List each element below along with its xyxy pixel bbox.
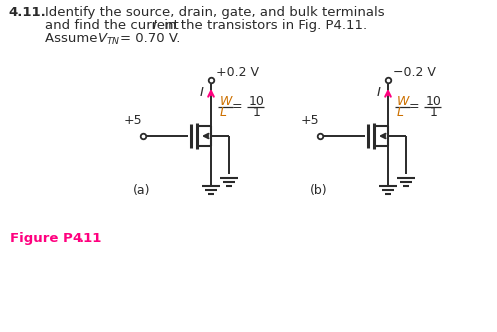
Text: Identify the source, drain, gate, and bulk terminals: Identify the source, drain, gate, and bu… [45, 6, 385, 19]
Text: and find the current: and find the current [45, 19, 183, 32]
Text: $W$: $W$ [219, 95, 234, 108]
Text: 10: 10 [249, 95, 265, 108]
Text: = 0.70 V.: = 0.70 V. [120, 32, 180, 45]
Text: $I$: $I$ [376, 86, 382, 99]
Text: $W$: $W$ [396, 95, 411, 108]
Text: $V_{TN}$: $V_{TN}$ [97, 32, 120, 47]
Text: .11: .11 [79, 232, 102, 245]
Text: =: = [232, 100, 243, 113]
Text: 4: 4 [72, 232, 81, 245]
Text: Assume: Assume [45, 32, 102, 45]
Text: 10: 10 [426, 95, 442, 108]
Text: $L$: $L$ [396, 106, 404, 119]
Text: +5: +5 [124, 114, 142, 127]
Text: 4.11.: 4.11. [8, 6, 46, 19]
Text: I: I [153, 19, 157, 32]
Text: +5: +5 [301, 114, 319, 127]
Text: 1: 1 [430, 106, 438, 119]
Text: $I$: $I$ [199, 86, 205, 99]
Text: +0.2 V: +0.2 V [216, 66, 259, 79]
Text: in the transistors in Fig. P4.11.: in the transistors in Fig. P4.11. [160, 19, 367, 32]
Text: (b): (b) [310, 184, 328, 197]
Text: =: = [409, 100, 419, 113]
Text: Figure P: Figure P [10, 232, 73, 245]
Text: $L$: $L$ [219, 106, 227, 119]
Text: −0.2 V: −0.2 V [393, 66, 436, 79]
Text: 1: 1 [253, 106, 261, 119]
Text: (a): (a) [133, 184, 151, 197]
